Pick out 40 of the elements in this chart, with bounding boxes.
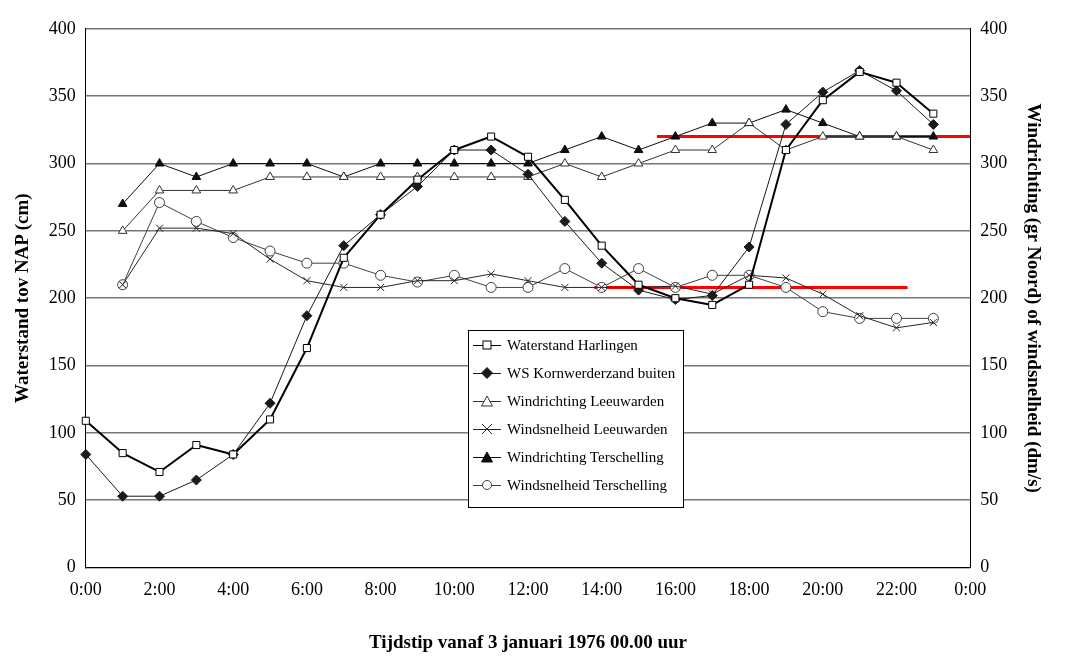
x-tick-label: 16:00 — [654, 579, 696, 600]
x-tick-label: 12:00 — [507, 579, 549, 600]
y2-tick-label: 350 — [980, 84, 1008, 105]
y2-tick-label: 250 — [980, 219, 1008, 240]
y2-tick-label: 50 — [980, 488, 999, 509]
y-tick-label: 300 — [48, 152, 76, 173]
y2-tick-label: 100 — [980, 421, 1008, 442]
x-tick-label: 18:00 — [728, 579, 770, 600]
x-tick-label: 22:00 — [875, 579, 918, 600]
legend-label: WS Kornwerderzand buiten — [507, 365, 676, 381]
x-tick-label: 4:00 — [217, 579, 250, 600]
y-tick-label: 100 — [48, 421, 76, 442]
legend-label: Windrichting Terschelling — [507, 449, 664, 465]
x-axis-title: Tijdstip vanaf 3 januari 1976 00.00 uur — [369, 630, 688, 652]
x-tick-label: 14:00 — [581, 579, 623, 600]
x-tick-label: 0:00 — [954, 579, 987, 600]
y-tick-label: 50 — [57, 488, 76, 509]
x-tick-label: 8:00 — [364, 579, 397, 600]
legend-label: Waterstand Harlingen — [507, 337, 638, 353]
legend-label: Windrichting Leeuwarden — [507, 393, 665, 409]
y2-tick-label: 400 — [980, 17, 1008, 38]
legend-label: Windsnelheid Terschelling — [507, 477, 668, 493]
y2-tick-label: 150 — [980, 354, 1008, 375]
x-tick-label: 2:00 — [143, 579, 176, 600]
x-tick-label: 6:00 — [290, 579, 323, 600]
y2-tick-label: 0 — [980, 556, 990, 577]
x-tick-label: 10:00 — [433, 579, 475, 600]
x-tick-label: 0:00 — [69, 579, 102, 600]
y-tick-label: 250 — [48, 219, 76, 240]
legend-label: Windsnelheid Leeuwarden — [507, 421, 668, 437]
y-axis-title: Waterstand tov NAP (cm) — [11, 193, 34, 403]
y-tick-label: 350 — [48, 84, 76, 105]
y-tick-label: 150 — [48, 354, 76, 375]
x-tick-label: 20:00 — [802, 579, 844, 600]
y-tick-label: 400 — [48, 17, 76, 38]
y-tick-label: 0 — [66, 556, 76, 577]
y2-axis-title: Windrichting (gr Noord) of windsnelheid (dm/s) — [1022, 103, 1045, 493]
y2-tick-label: 300 — [980, 152, 1008, 173]
y-tick-label: 200 — [48, 286, 76, 307]
y2-tick-label: 200 — [980, 286, 1008, 307]
